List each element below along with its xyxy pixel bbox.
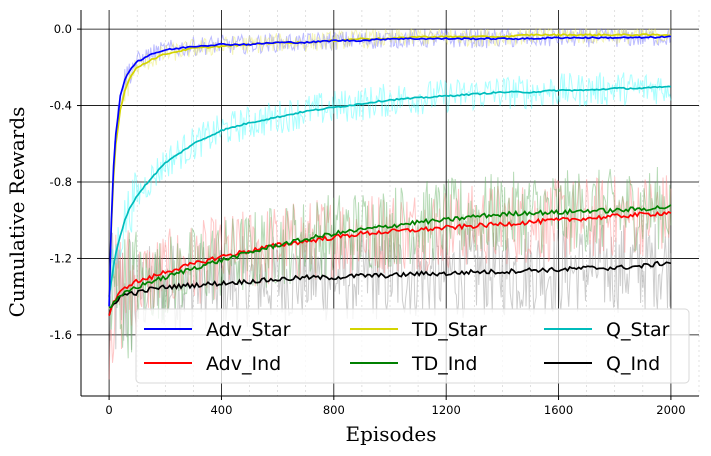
- noise-band-adv_ind: [108, 175, 672, 380]
- y-tick-label: -0.8: [50, 175, 72, 189]
- noise-band-adv_star: [108, 27, 672, 294]
- noise-band-q_ind: [108, 223, 672, 350]
- legend-label-td_ind: TD_Ind: [411, 353, 477, 375]
- x-axis-title: Episodes: [345, 422, 436, 446]
- legend-label-adv_ind: Adv_Ind: [206, 353, 281, 375]
- x-tick-label: 1600: [544, 403, 573, 417]
- x-tick-label: 1200: [432, 403, 461, 417]
- x-tick-label: 0: [105, 403, 112, 417]
- series-lines: [108, 33, 672, 316]
- x-tick-label: 400: [210, 403, 232, 417]
- axes: [80, 10, 699, 397]
- series-line-td_ind: [109, 204, 672, 309]
- legend-label-q_star: Q_Star: [606, 319, 670, 341]
- x-tick-label: 800: [323, 403, 345, 417]
- x-tick-label: 2000: [656, 403, 685, 417]
- y-axis-title: Cumulative Rewards: [5, 107, 29, 318]
- legend-label-q_ind: Q_Ind: [606, 353, 660, 375]
- noise-band-td_ind: [108, 166, 672, 359]
- series-line-q_ind: [108, 260, 672, 316]
- legend-label-td_star: TD_Star: [411, 319, 487, 341]
- y-tick-label: 0.0: [54, 22, 72, 36]
- y-tick-label: -1.2: [50, 251, 72, 265]
- series-line-adv_ind: [108, 210, 672, 316]
- legend: Adv_Star TD_Star Q_Star Adv_Ind TD_Ind Q_Ind: [135, 308, 690, 384]
- y-tick-label: -0.4: [50, 99, 72, 113]
- legend-box: [135, 308, 690, 384]
- series-line-adv_star: [108, 35, 671, 307]
- tick-labels: 0 400 800 1200 1600 2000 0.0 -0.4 -0.8 -1.2 -1.6: [50, 22, 686, 417]
- y-tick-label: -1.6: [50, 328, 72, 342]
- legend-label-adv_star: Adv_Star: [206, 319, 291, 341]
- series-line-q_star: [108, 85, 672, 297]
